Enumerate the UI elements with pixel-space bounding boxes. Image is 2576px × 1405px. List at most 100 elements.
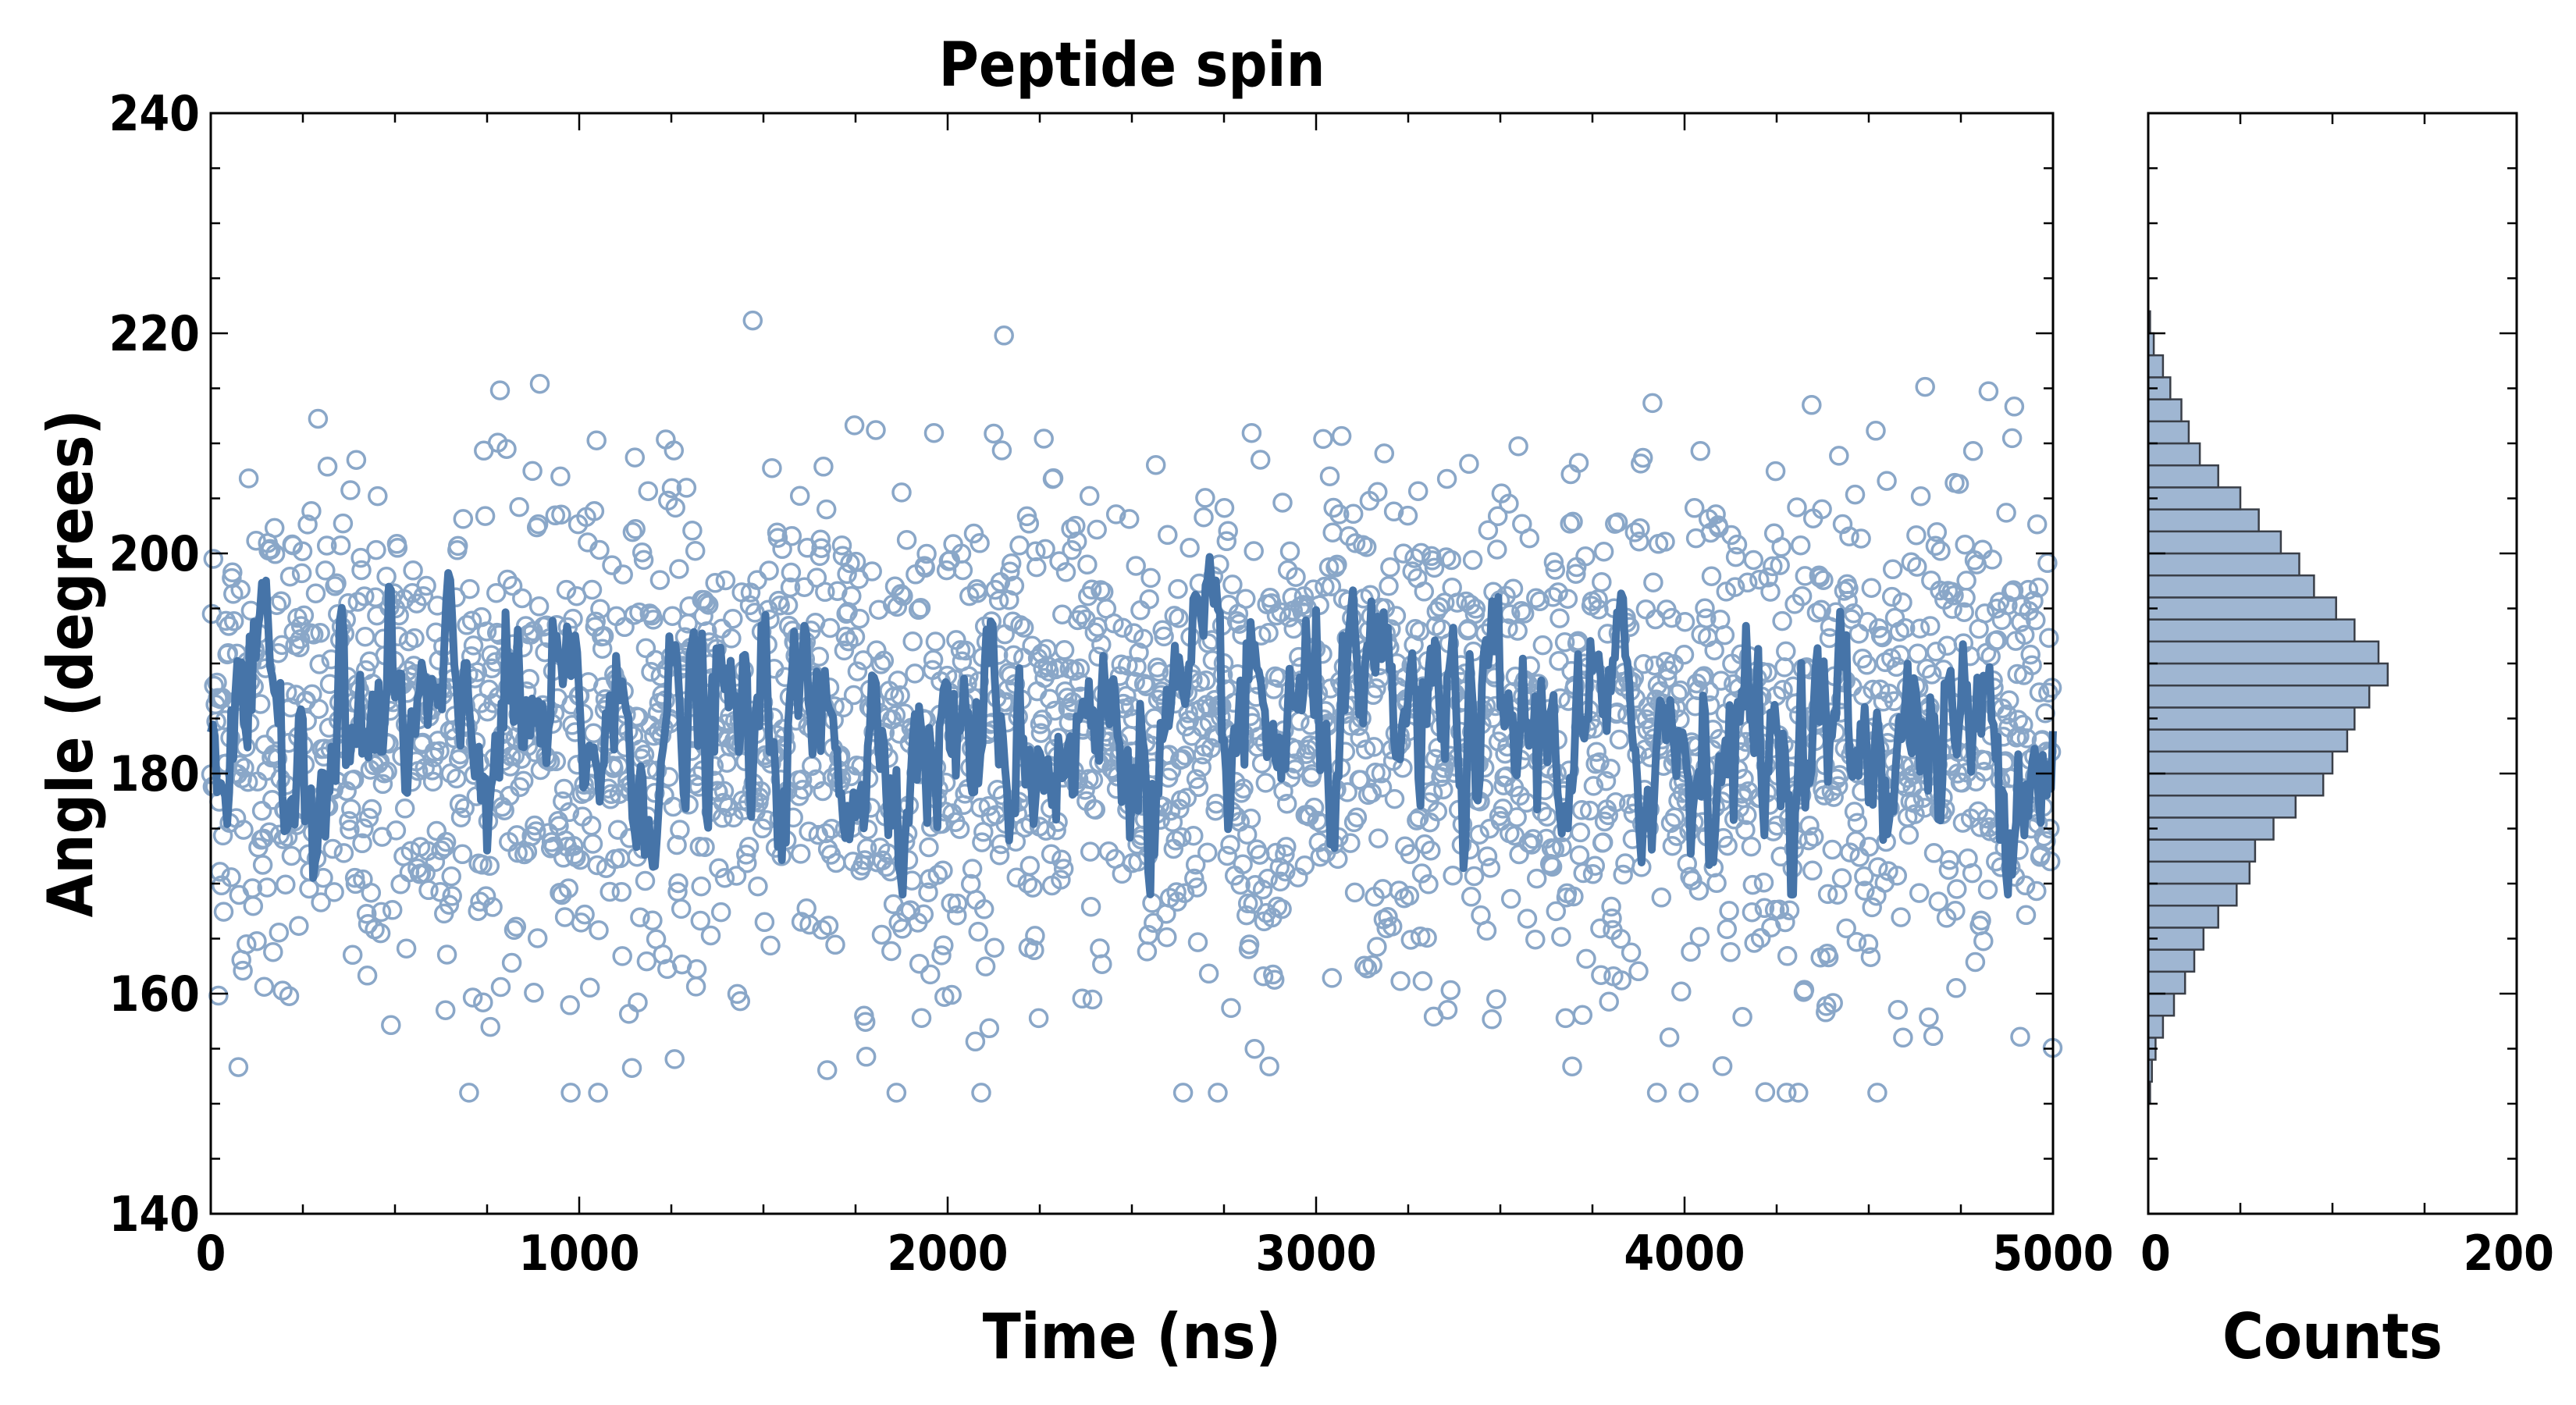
data-point: [669, 559, 689, 579]
data-point: [1315, 576, 1335, 597]
data-point: [600, 881, 620, 902]
data-point: [1476, 920, 1497, 941]
data-point: [1662, 835, 1683, 856]
data-point: [550, 466, 571, 487]
data-point: [1087, 519, 1107, 540]
data-point: [528, 514, 549, 535]
data-point: [871, 924, 892, 945]
data-point: [2010, 1026, 2030, 1048]
data-point: [1323, 497, 1343, 518]
data-point: [1195, 488, 1215, 508]
data-point: [1787, 497, 1807, 518]
data-point: [841, 585, 862, 606]
data-point: [1440, 980, 1461, 1001]
data-point: [429, 741, 450, 762]
data-point: [1550, 608, 1570, 628]
data-point: [1571, 800, 1592, 820]
data-point: [705, 573, 725, 593]
data-point: [1264, 969, 1285, 990]
data-point: [2016, 728, 2037, 749]
data-point: [1585, 855, 1606, 876]
data-point: [1322, 968, 1343, 988]
histogram-bar: [2147, 530, 2282, 555]
data-point: [1118, 656, 1138, 676]
data-point: [1758, 567, 1778, 588]
data-point: [1838, 591, 1858, 611]
data-point: [341, 799, 361, 820]
data-point: [1971, 910, 1991, 931]
data-point: [1552, 837, 1572, 857]
data-point: [422, 771, 443, 792]
data-point: [1732, 1007, 1752, 1027]
data-point: [1221, 998, 1241, 1019]
data-point: [817, 1060, 838, 1080]
data-point: [1642, 393, 1663, 414]
data-point: [1372, 777, 1393, 798]
data-point: [324, 882, 344, 902]
data-point: [1630, 518, 1650, 539]
data-point: [1743, 550, 1764, 571]
data-point: [526, 821, 546, 841]
data-point: [885, 705, 906, 726]
data-point: [1596, 770, 1617, 791]
data-point: [1240, 808, 1261, 829]
data-point: [1478, 520, 1499, 540]
data-point: [556, 579, 577, 600]
data-point: [742, 310, 763, 331]
data-point: [1717, 835, 1738, 856]
data-point: [1019, 855, 1041, 876]
data-point: [1881, 586, 1902, 607]
data-point: [1898, 824, 1920, 845]
data-point: [1590, 918, 1610, 939]
data-point: [475, 886, 496, 906]
data-point: [1750, 927, 1771, 948]
data-point: [1954, 602, 1974, 622]
data-point: [1965, 951, 1986, 973]
data-point: [1137, 941, 1158, 962]
data-point: [611, 881, 632, 902]
data-point: [1788, 1083, 1809, 1103]
data-point: [1417, 927, 1437, 948]
data-point: [1909, 618, 1930, 638]
data-point: [1962, 441, 1984, 461]
data-point: [1250, 450, 1271, 470]
data-point: [1704, 640, 1724, 660]
data-point: [560, 995, 580, 1016]
data-point: [1383, 501, 1404, 522]
data-point: [247, 930, 267, 951]
data-point: [1265, 842, 1286, 863]
data-point: [780, 577, 801, 598]
data-point: [1028, 1008, 1049, 1029]
data-point: [1057, 688, 1078, 708]
data-point: [1350, 727, 1370, 749]
data-point: [1243, 894, 1264, 914]
data-point: [221, 867, 241, 887]
histogram-bar: [2147, 508, 2260, 533]
histogram-bar: [2147, 442, 2201, 467]
data-point: [261, 539, 281, 560]
data-point: [934, 935, 954, 955]
data-point: [228, 1057, 249, 1077]
data-point: [975, 956, 996, 976]
data-point: [1532, 635, 1553, 656]
data-point: [551, 504, 571, 525]
data-point: [1477, 846, 1498, 866]
data-point: [482, 897, 503, 917]
data-point: [685, 540, 706, 561]
data-point: [1379, 576, 1399, 596]
data-point: [1866, 421, 1886, 441]
data-point: [1130, 600, 1151, 621]
data-point: [1390, 971, 1411, 991]
data-point: [1344, 882, 1365, 903]
data-point: [1674, 644, 1695, 665]
data-point: [1867, 1083, 1888, 1103]
data-point: [1775, 912, 1795, 933]
data-point: [382, 900, 403, 920]
data-point: [554, 907, 575, 927]
data-point: [237, 771, 258, 792]
data-point: [770, 595, 790, 616]
data-point: [553, 778, 575, 799]
data-point: [1318, 557, 1340, 578]
data-point: [310, 623, 330, 643]
data-point: [1710, 670, 1731, 691]
